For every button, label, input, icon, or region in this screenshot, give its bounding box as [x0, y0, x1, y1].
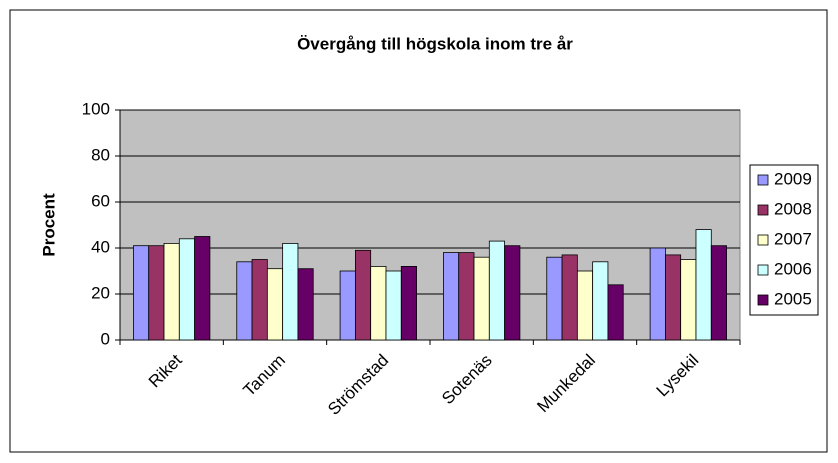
y-tick-label: 80 [91, 145, 110, 164]
bar [710, 245, 727, 341]
bar [163, 242, 180, 341]
y-tick-label: 60 [91, 191, 110, 210]
bar [576, 270, 594, 341]
bar [664, 254, 682, 341]
legend-swatch [757, 204, 769, 216]
bar [148, 245, 165, 341]
bar [194, 236, 211, 341]
legend-label: 2007 [774, 229, 812, 248]
bar [251, 259, 268, 341]
bar [370, 265, 387, 341]
bar [458, 252, 475, 341]
legend-swatch [757, 264, 769, 276]
bar [400, 265, 417, 341]
plot-area [119, 109, 741, 341]
bar [473, 256, 490, 341]
bar [236, 261, 253, 341]
bar [607, 284, 624, 341]
bar [649, 247, 666, 341]
legend-swatch [757, 294, 769, 306]
bar [504, 245, 521, 341]
legend-label: 2008 [774, 199, 812, 218]
bar [680, 259, 697, 341]
legend-swatch [757, 174, 769, 186]
y-tick-label: 0 [101, 329, 110, 348]
legend-label: 2005 [774, 289, 812, 308]
y-tick-label: 100 [82, 99, 110, 118]
bar [443, 252, 460, 341]
bar [385, 270, 402, 341]
bar [282, 242, 299, 341]
bar [266, 268, 284, 341]
bar [561, 254, 578, 341]
bar [133, 245, 150, 341]
bar [546, 256, 563, 341]
bar [354, 249, 372, 341]
y-tick-label: 40 [91, 237, 110, 256]
bar [695, 229, 712, 341]
y-tick-label: 20 [91, 283, 110, 302]
bar [339, 270, 356, 341]
y-axis-label: Procent [39, 193, 58, 257]
legend-label: 2009 [774, 169, 812, 188]
bar [488, 240, 506, 341]
chart-title: Övergång till högskola inom tre år [297, 34, 573, 53]
legend-label: 2006 [774, 259, 812, 278]
bar [178, 238, 196, 341]
bar [592, 261, 609, 341]
bar [297, 268, 314, 341]
legend-swatch [757, 234, 769, 246]
